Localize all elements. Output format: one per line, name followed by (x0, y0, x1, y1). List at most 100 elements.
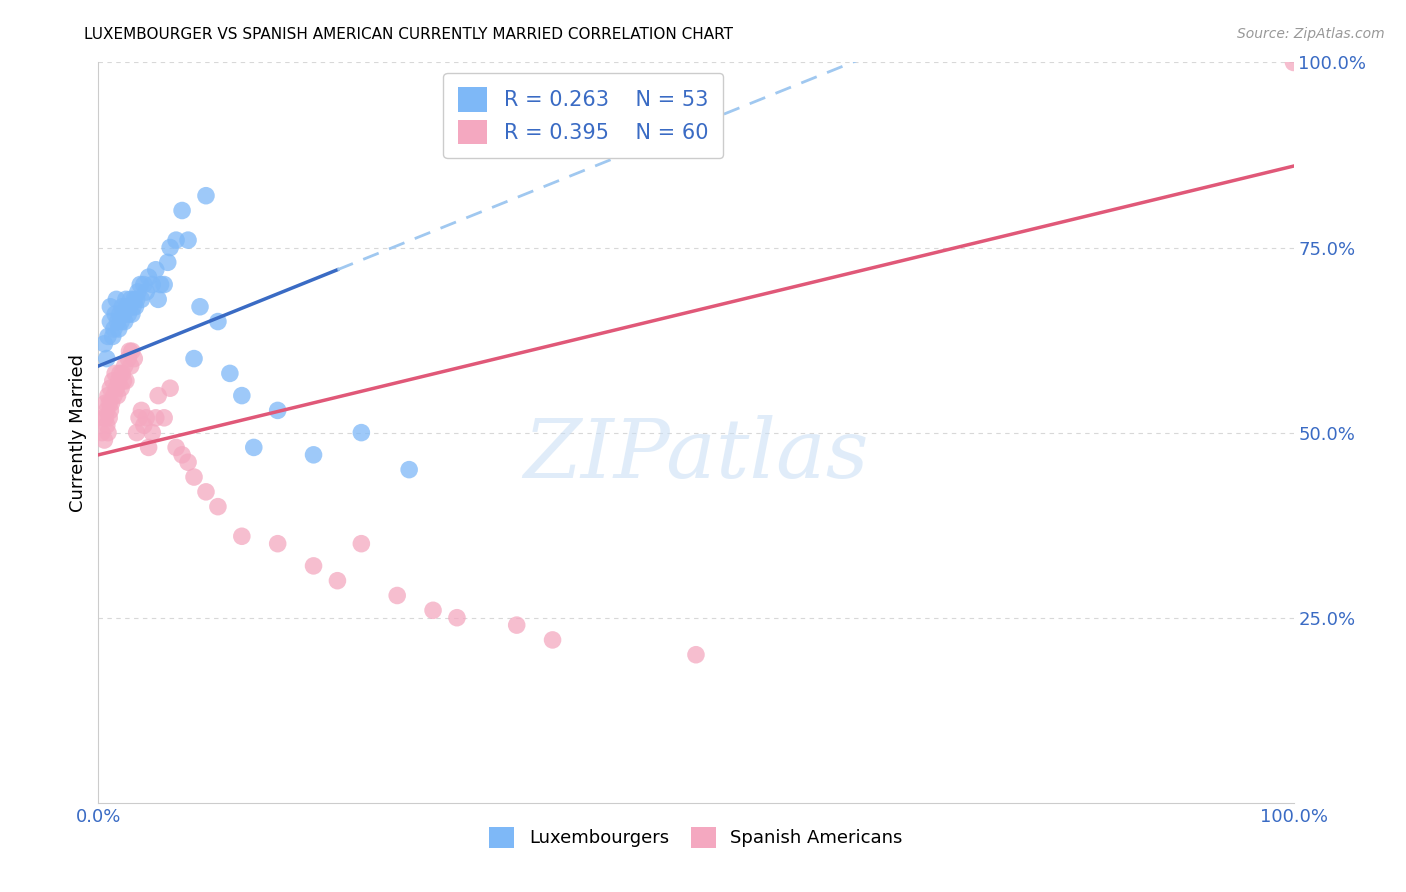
Point (156, 255, 179, 269)
Point (98, 396, 121, 410)
Point (172, 203, 194, 218)
Point (103, 388, 125, 402)
Point (177, 455, 200, 469)
Point (172, 448, 194, 462)
Point (111, 367, 134, 381)
Point (350, 536, 373, 550)
Point (114, 314, 136, 328)
Point (110, 381, 132, 395)
Point (118, 344, 141, 359)
Point (115, 300, 138, 314)
Point (104, 307, 127, 321)
Point (267, 403, 290, 417)
Point (98, 410, 121, 425)
Text: Source: ZipAtlas.com: Source: ZipAtlas.com (1237, 27, 1385, 41)
Point (117, 307, 139, 321)
Point (112, 307, 135, 321)
Point (117, 351, 139, 366)
Point (124, 300, 146, 314)
Text: ZIPatlas: ZIPatlas (523, 415, 869, 495)
Point (145, 262, 167, 277)
Point (231, 388, 253, 402)
Point (149, 277, 172, 292)
Point (195, 484, 218, 499)
Point (108, 307, 131, 321)
Point (96, 403, 118, 417)
Point (105, 293, 128, 307)
Point (125, 425, 148, 440)
Point (267, 536, 290, 550)
Point (125, 293, 148, 307)
Point (105, 381, 128, 395)
Point (94, 396, 117, 410)
Point (188, 300, 211, 314)
Point (159, 240, 181, 255)
Text: LUXEMBOURGER VS SPANISH AMERICAN CURRENTLY MARRIED CORRELATION CHART: LUXEMBOURGER VS SPANISH AMERICAN CURRENT… (84, 27, 734, 42)
Point (165, 441, 187, 455)
Point (101, 374, 124, 388)
Point (141, 425, 163, 440)
Point (107, 374, 129, 388)
Point (135, 410, 157, 425)
Point (685, 648, 707, 662)
Point (98, 381, 122, 395)
Point (165, 233, 187, 247)
Point (108, 367, 131, 381)
Point (207, 500, 229, 514)
Point (94, 410, 117, 425)
Point (506, 618, 529, 632)
Point (541, 632, 564, 647)
Point (159, 381, 181, 395)
Point (93, 433, 115, 447)
Point (183, 470, 205, 484)
Point (100, 396, 122, 410)
Point (219, 367, 242, 381)
Point (124, 351, 146, 366)
Point (91, 410, 114, 425)
Point (1282, 55, 1305, 70)
Point (121, 344, 143, 359)
Point (96, 418, 118, 433)
Point (127, 285, 149, 299)
Point (145, 410, 167, 425)
Point (207, 314, 229, 328)
Point (97, 425, 120, 440)
Point (129, 277, 152, 292)
Point (243, 441, 266, 455)
Point (103, 322, 125, 336)
Point (446, 610, 468, 624)
Point (141, 277, 163, 292)
Point (91, 425, 114, 440)
Point (326, 574, 349, 588)
Point (148, 388, 170, 402)
Point (350, 425, 373, 440)
Point (131, 293, 153, 307)
Point (398, 462, 420, 476)
Point (132, 418, 155, 433)
Point (135, 285, 157, 299)
Point (131, 403, 153, 417)
Point (138, 270, 160, 285)
Point (120, 293, 142, 307)
Point (112, 374, 135, 388)
Point (195, 188, 218, 202)
Point (98, 403, 122, 417)
Point (302, 448, 325, 462)
Point (128, 410, 150, 425)
Point (107, 388, 129, 402)
Point (422, 603, 444, 617)
Point (97, 329, 120, 343)
Point (177, 233, 200, 247)
Point (98, 314, 122, 328)
Point (93, 336, 115, 351)
Point (101, 329, 124, 343)
Legend: Luxembourgers, Spanish Americans: Luxembourgers, Spanish Americans (477, 814, 915, 861)
Point (132, 277, 155, 292)
Point (115, 293, 138, 307)
Point (122, 300, 145, 314)
Point (107, 322, 129, 336)
Point (120, 359, 142, 373)
Y-axis label: Currently Married: Currently Married (69, 353, 87, 512)
Point (114, 359, 136, 373)
Point (107, 314, 129, 328)
